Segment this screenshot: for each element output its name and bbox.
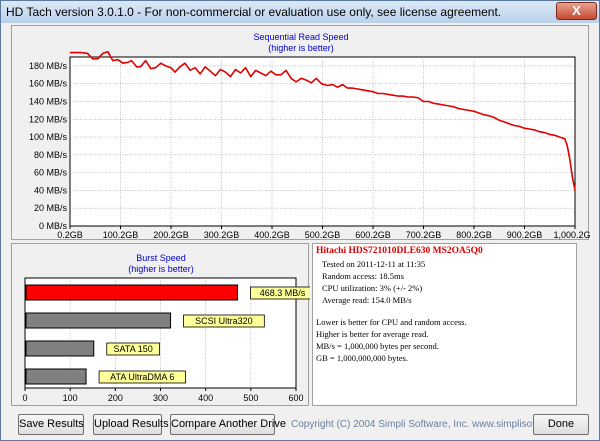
burst-chart-title: Burst Speed xyxy=(136,253,186,263)
seq-read-line xyxy=(70,50,576,191)
note-mbs: MB/s = 1,000,000 bytes per second. xyxy=(316,341,439,351)
seq-x-tick-label: 900.2GB xyxy=(507,230,543,240)
burst-bar-label: 468.3 MB/s xyxy=(260,288,306,298)
copyright-text: Copyright (C) 2004 Simpli Software, Inc.… xyxy=(291,419,582,430)
seq-x-tick-label: 0.2GB xyxy=(57,230,83,240)
burst-bar-label: SCSI Ultra320 xyxy=(195,316,253,326)
burst-x-tick-label: 500 xyxy=(243,393,258,403)
seq-x-tick-label: 100.2GB xyxy=(103,230,139,240)
sequential-read-panel: Sequential Read Speed (higher is better)… xyxy=(11,25,590,240)
seq-x-tick-label: 600.2GB xyxy=(355,230,391,240)
burst-bar-label: SATA 150 xyxy=(114,344,153,354)
note-higher-better: Higher is better for average read. xyxy=(316,329,429,339)
seq-x-tick-label: 700.2GB xyxy=(406,230,442,240)
seq-y-tick-label: 20 MB/s xyxy=(34,203,68,213)
cpu-utilization: CPU utilization: 3% (+/- 2%) xyxy=(322,283,423,293)
seq-y-tick-label: 100 MB/s xyxy=(29,132,68,142)
window-title: HD Tach version 3.0.1.0 - For non-commer… xyxy=(6,5,502,19)
results-info-panel: Hitachi HDS721010DLE630 MS2OA5Q0 Tested … xyxy=(312,243,577,406)
sequential-read-chart: 0 MB/s 20 MB/s 40 MB/s 60 MB/s 80 MB/s 100 MB… xyxy=(29,50,590,240)
seq-x-tick-label: 200.2GB xyxy=(153,230,189,240)
burst-x-tick-label: 400 xyxy=(198,393,213,403)
drive-model: Hitachi HDS721010DLE630 MS2OA5Q0 xyxy=(316,246,483,256)
burst-x-tick-label: 0 xyxy=(22,393,27,403)
done-button[interactable]: Done xyxy=(533,414,589,435)
burst-bar-label-box xyxy=(250,286,310,300)
note-gb: GB = 1,000,000,000 bytes. xyxy=(316,353,408,363)
burst-x-tick-label: 200 xyxy=(108,393,123,403)
title-bar[interactable]: HD Tach version 3.0.1.0 - For non-commer… xyxy=(1,1,599,23)
seq-chart-subtitle: (higher is better) xyxy=(268,43,334,53)
seq-y-tick-label: 40 MB/s xyxy=(34,185,68,195)
upload-results-button[interactable]: Upload Results xyxy=(93,414,169,435)
average-read: Average read: 154.0 MB/s xyxy=(322,295,412,305)
seq-x-tick-label: 500.2GB xyxy=(305,230,341,240)
burst-bar xyxy=(25,312,172,329)
seq-x-tick-label: 1,000.2GB xyxy=(553,230,590,240)
note-lower-better: Lower is better for CPU and random acces… xyxy=(316,317,467,327)
seq-y-tick-label: 140 MB/s xyxy=(29,96,68,106)
tested-on: Tested on 2011-12-11 at 11:35 xyxy=(322,259,426,269)
burst-x-tick-label: 300 xyxy=(153,393,168,403)
compare-another-drive-button[interactable]: Compare Another Drive xyxy=(170,414,286,435)
seq-x-tick-label: 300.2GB xyxy=(204,230,240,240)
burst-speed-panel: Burst Speed (higher is better) 0 100 200 30… xyxy=(11,243,310,406)
seq-x-tick-label: 800.2GB xyxy=(456,230,492,240)
burst-bar xyxy=(25,368,87,385)
seq-x-tick-label: 400.2GB xyxy=(254,230,290,240)
seq-y-tick-label: 160 MB/s xyxy=(29,79,68,89)
burst-speed-chart: 0 100 200 300 400 500 600 468.3 MB/s SCSI Ultra3… xyxy=(22,277,310,403)
burst-bar-label-box xyxy=(106,342,160,356)
burst-bar-label-box xyxy=(183,314,265,328)
burst-bar-label-box xyxy=(98,370,186,384)
seq-chart-title: Sequential Read Speed xyxy=(253,32,349,42)
burst-x-tick-label: 600 xyxy=(288,393,303,403)
seq-y-tick-label: 60 MB/s xyxy=(34,168,68,178)
random-access: Random access: 18.5ms xyxy=(322,271,404,281)
burst-x-tick-label: 100 xyxy=(63,393,78,403)
seq-y-tick-label: 0 MB/s xyxy=(39,221,68,231)
seq-y-tick-label: 180 MB/s xyxy=(29,61,68,71)
burst-bar xyxy=(25,284,239,301)
close-icon: X xyxy=(572,3,581,18)
close-button[interactable]: X xyxy=(556,2,597,20)
burst-bar-label: ATA UltraDMA 6 xyxy=(110,372,174,382)
burst-bar xyxy=(25,340,95,357)
burst-chart-subtitle: (higher is better) xyxy=(128,264,194,274)
seq-y-tick-label: 120 MB/s xyxy=(29,114,68,124)
save-results-button[interactable]: Save Results xyxy=(18,414,84,435)
seq-y-tick-label: 80 MB/s xyxy=(34,150,68,160)
